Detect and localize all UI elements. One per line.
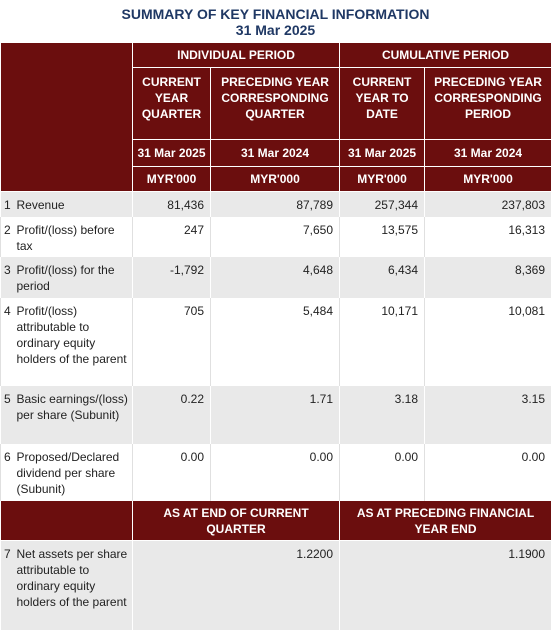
data-row: 1 Revenue 81,436 87,789 257,344 237,803 [0, 191, 551, 217]
row-label: Net assets per share attributable to ord… [14, 540, 133, 630]
row-value: 16,313 [424, 216, 551, 257]
date-header: 31 Mar 2024 [209, 139, 341, 167]
period-header-row: INDIVIDUAL PERIOD CUMULATIVE PERIOD [0, 42, 551, 192]
date-header: 31 Mar 2025 [339, 139, 426, 167]
date-header: 31 Mar 2025 [132, 139, 211, 167]
asset-header-row: AS AT END OF CURRENT QUARTER AS AT PRECED… [0, 500, 551, 541]
title-block: SUMMARY OF KEY FINANCIAL INFORMATION 31 … [0, 0, 551, 42]
row-value: 257,344 [339, 191, 426, 217]
date-row: 31 Mar 2025 31 Mar 2024 31 Mar 2025 31 Mar … [1, 139, 551, 167]
row-label: Profit/(loss) for the period [14, 256, 133, 298]
corner [0, 42, 133, 192]
row-value: 10,081 [424, 297, 551, 386]
row-value: 13,575 [339, 216, 426, 257]
row-value: 0.00 [424, 443, 551, 501]
row-value: 237,803 [424, 191, 551, 217]
row-label: Profit/(loss) before tax [14, 216, 133, 257]
data-row: 5 Basic earnings/(loss) per share (Subuni… [0, 385, 551, 444]
row-value: 0.00 [132, 443, 211, 501]
asset-header: AS AT PRECEDING FINANCIAL YEAR END [339, 500, 551, 541]
row-value: 1.2200 [131, 540, 341, 630]
data-row: 2 Profit/(loss) before tax 247 7,650 13,575 1… [0, 216, 551, 257]
row-label: Proposed/Declared dividend per share (Su… [14, 443, 133, 501]
row-number: 7 [0, 540, 15, 630]
row-value: 4,648 [209, 256, 341, 298]
unit-row: MYR'000 MYR'000 MYR'000 MYR'000 [1, 166, 551, 192]
title-date: 31 Mar 2025 [235, 22, 316, 38]
corner [0, 500, 133, 541]
row-number: 2 [0, 216, 15, 257]
unit-header: MYR'000 [132, 166, 211, 192]
row-value: 0.00 [209, 443, 341, 501]
row-label: Profit/(loss) attributable to ordinary e… [14, 297, 133, 386]
row-value: 81,436 [132, 191, 211, 217]
data-row: 3 Profit/(loss) for the period -1,792 4,648… [0, 256, 551, 298]
row-number: 4 [0, 297, 15, 386]
row-value: 247 [132, 216, 211, 257]
financial-table: INDIVIDUAL PERIOD CUMULATIVE PERIOD CURREN… [0, 42, 551, 630]
unit-header: MYR'000 [424, 166, 551, 192]
period-header: INDIVIDUAL PERIOD [131, 42, 341, 68]
unit-header: MYR'000 [209, 166, 341, 192]
period-header: CUMULATIVE PERIOD [339, 42, 551, 68]
column-header: PRECEDING YEAR CORRESPONDING PERIOD [424, 67, 551, 140]
title: SUMMARY OF KEY FINANCIAL INFORMATION [121, 6, 430, 22]
row-value: 3.18 [339, 385, 426, 444]
data-row: 6 Proposed/Declared dividend per share (S… [0, 443, 551, 501]
row-number: 6 [0, 443, 15, 501]
data-row: 4 Profit/(loss) attributable to ordinary … [0, 297, 551, 386]
asset-row: 7 Net assets per share attributable to or… [0, 540, 551, 630]
row-label: Revenue [14, 191, 133, 217]
row-label: Basic earnings/(loss) per share (Subunit… [14, 385, 133, 444]
date-header: 31 Mar 2024 [424, 139, 551, 167]
unit-header: MYR'000 [339, 166, 426, 192]
row-value: 1.71 [209, 385, 341, 444]
row-value: 3.15 [424, 385, 551, 444]
column-header: CURRENT YEAR QUARTER [132, 67, 211, 140]
row-number: 1 [0, 191, 15, 217]
row-value: 705 [132, 297, 211, 386]
row-value: -1,792 [132, 256, 211, 298]
row-value: 7,650 [209, 216, 341, 257]
row-value: 1.1900 [339, 540, 551, 630]
row-value: 0.00 [339, 443, 426, 501]
row-value: 0.22 [132, 385, 211, 444]
row-number: 5 [0, 385, 15, 444]
row-value: 5,484 [209, 297, 341, 386]
row-number: 3 [0, 256, 15, 298]
asset-header: AS AT END OF CURRENT QUARTER [131, 500, 341, 541]
row-value: 6,434 [339, 256, 426, 298]
row-value: 8,369 [424, 256, 551, 298]
column-header: PRECEDING YEAR CORRESPONDING QUARTER [209, 67, 341, 140]
column-header-row: CURRENT YEAR QUARTER PRECEDING YEAR CORRE… [1, 67, 551, 140]
row-value: 87,789 [209, 191, 341, 217]
column-header: CURRENT YEAR TO DATE [339, 67, 426, 140]
row-value: 10,171 [339, 297, 426, 386]
